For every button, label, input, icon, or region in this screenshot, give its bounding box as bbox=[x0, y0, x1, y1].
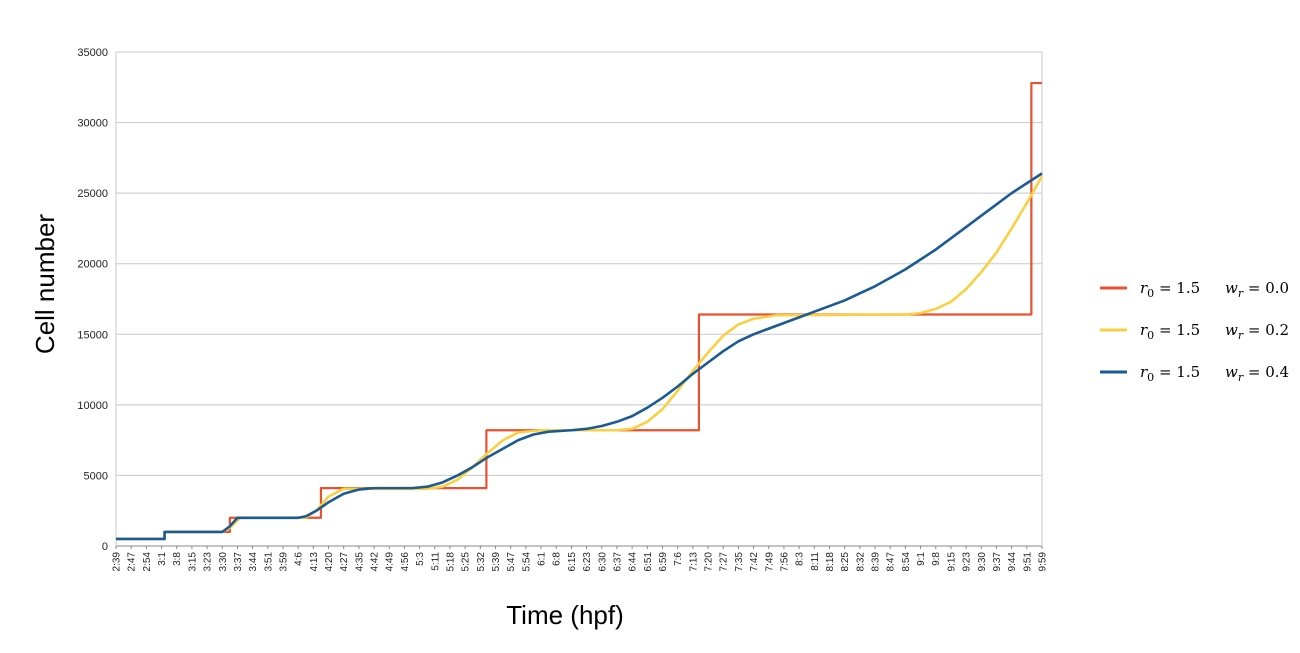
x-tick-label: 5:25 bbox=[461, 552, 472, 572]
x-tick-label: 7:27 bbox=[719, 552, 730, 572]
x-tick-label: 6:37 bbox=[612, 552, 623, 572]
x-tick-label: 2:54 bbox=[142, 552, 153, 572]
y-axis-ticks: 0 5000 10000 15000 20000 25000 30000 35000 bbox=[77, 47, 108, 553]
series-line-3 bbox=[116, 172, 1043, 541]
x-axis-ticks: 2:39 2:47 2:54 3:1 3:8 3:15 3:23 3:30 3:37 3:44 3:… bbox=[112, 546, 1049, 571]
series-line-1 bbox=[116, 81, 1042, 541]
x-tick-label: 3:51 bbox=[263, 552, 274, 572]
x-tick-label: 8:39 bbox=[871, 552, 882, 572]
legend-label-a-1: r0 = 1.5 bbox=[1140, 279, 1200, 300]
x-tick-label: 8:54 bbox=[901, 552, 912, 572]
x-tick-label: 5:11 bbox=[430, 552, 441, 571]
x-tick-label: 9:23 bbox=[962, 552, 973, 572]
y-tick-label: 30000 bbox=[77, 118, 108, 130]
y-tick-label: 20000 bbox=[77, 259, 108, 271]
series-line-2 bbox=[116, 175, 1044, 541]
x-tick-label: 6:8 bbox=[552, 552, 563, 566]
x-tick-label: 7:56 bbox=[779, 552, 790, 572]
x-tick-label: 4:6 bbox=[294, 552, 305, 566]
x-tick-label: 3:1 bbox=[157, 552, 168, 566]
x-tick-label: 6:51 bbox=[643, 552, 654, 572]
x-tick-label: 8:3 bbox=[795, 552, 806, 566]
x-tick-label: 3:15 bbox=[187, 552, 198, 572]
x-tick-label: 4:35 bbox=[354, 552, 365, 572]
y-axis-title: Cell number bbox=[30, 214, 60, 355]
x-tick-label: 3:23 bbox=[203, 552, 214, 572]
x-tick-label: 3:8 bbox=[172, 552, 183, 566]
x-tick-label: 4:13 bbox=[309, 552, 320, 572]
x-tick-label: 9:59 bbox=[1038, 552, 1049, 572]
x-tick-label: 7:6 bbox=[673, 552, 684, 566]
y-tick-label: 15000 bbox=[77, 329, 108, 341]
x-tick-label: 9:8 bbox=[931, 552, 942, 566]
x-tick-label: 4:20 bbox=[324, 552, 335, 572]
x-tick-label: 7:42 bbox=[749, 552, 760, 572]
x-tick-label: 6:23 bbox=[582, 552, 593, 572]
y-tick-label: 0 bbox=[102, 541, 108, 553]
x-tick-label: 4:42 bbox=[370, 552, 381, 572]
x-axis-title: Time (hpf) bbox=[506, 600, 624, 630]
legend: r0 = 1.5 wr = 0.0 r0 = 1.5 wr = 0.2 r0 = 1.5… bbox=[1100, 279, 1289, 384]
legend-label-a-3: r0 = 1.5 bbox=[1140, 363, 1200, 384]
x-tick-label: 6:59 bbox=[658, 552, 669, 572]
legend-label-a-2: r0 = 1.5 bbox=[1140, 321, 1200, 342]
y-tick-label: 25000 bbox=[77, 188, 108, 200]
x-tick-label: 5:47 bbox=[506, 552, 517, 572]
x-tick-label: 7:35 bbox=[734, 552, 745, 572]
x-tick-label: 2:39 bbox=[112, 552, 123, 572]
x-tick-label: 6:15 bbox=[567, 552, 578, 572]
y-tick-label: 10000 bbox=[77, 400, 108, 412]
y-tick-label: 35000 bbox=[77, 47, 108, 59]
x-tick-label: 5:3 bbox=[415, 552, 426, 566]
x-tick-label: 5:32 bbox=[476, 552, 487, 572]
x-tick-label: 9:30 bbox=[977, 552, 988, 572]
legend-label-b-2: wr = 0.2 bbox=[1225, 321, 1289, 342]
x-tick-label: 5:39 bbox=[491, 552, 502, 572]
legend-label-b-3: wr = 0.4 bbox=[1225, 363, 1289, 384]
x-tick-label: 8:32 bbox=[855, 552, 866, 572]
x-tick-label: 9:1 bbox=[916, 552, 927, 566]
legend-label-b-1: wr = 0.0 bbox=[1225, 279, 1289, 300]
x-tick-label: 4:56 bbox=[400, 552, 411, 572]
x-tick-label: 8:18 bbox=[825, 552, 836, 572]
x-tick-label: 8:47 bbox=[886, 552, 897, 572]
x-tick-label: 8:25 bbox=[840, 552, 851, 572]
x-tick-label: 3:44 bbox=[248, 552, 259, 572]
x-tick-label: 6:30 bbox=[597, 552, 608, 572]
y-tick-label: 5000 bbox=[84, 470, 108, 482]
x-tick-label: 3:37 bbox=[233, 552, 244, 572]
x-tick-label: 5:54 bbox=[521, 552, 532, 572]
gridlines bbox=[115, 51, 1043, 547]
x-tick-label: 4:49 bbox=[385, 552, 396, 572]
series-lines bbox=[116, 81, 1044, 541]
x-tick-label: 9:44 bbox=[1007, 552, 1018, 572]
x-tick-label: 9:37 bbox=[992, 552, 1003, 572]
x-tick-label: 7:13 bbox=[688, 552, 699, 572]
x-tick-label: 4:27 bbox=[339, 552, 350, 572]
x-tick-label: 9:15 bbox=[946, 552, 957, 572]
x-tick-label: 3:59 bbox=[278, 552, 289, 572]
x-tick-label: 9:51 bbox=[1022, 552, 1033, 572]
x-tick-label: 2:47 bbox=[127, 552, 138, 572]
x-tick-label: 7:20 bbox=[704, 552, 715, 572]
x-tick-label: 6:44 bbox=[628, 552, 639, 572]
x-tick-label: 7:49 bbox=[764, 552, 775, 572]
x-tick-label: 5:18 bbox=[445, 552, 456, 572]
x-tick-label: 8:11 bbox=[810, 552, 821, 571]
x-tick-label: 6:1 bbox=[537, 552, 548, 566]
x-tick-label: 3:30 bbox=[218, 552, 229, 572]
